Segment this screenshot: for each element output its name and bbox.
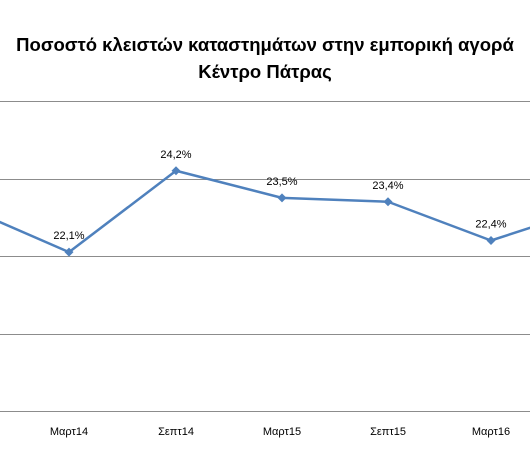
data-label: 24,2%	[160, 149, 191, 161]
x-tick-label: Μαρτ16	[472, 426, 510, 438]
data-label: 23,4%	[372, 180, 403, 192]
chart-subtitle: Κέντρο Πάτρας	[198, 61, 332, 82]
series-layer	[0, 166, 530, 257]
data-label: 22,4%	[475, 219, 506, 231]
data-point	[486, 236, 496, 245]
x-tick-label: Σεπτ15	[370, 426, 406, 438]
data-point	[64, 247, 74, 257]
gridlines	[0, 101, 530, 412]
x-tick-label: Μαρτ15	[263, 426, 301, 438]
data-labels: 22,1% 24,2% 23,5% 23,4% 22,4%	[53, 149, 506, 242]
x-axis-tick-labels: Μαρτ14 Σεπτ14 Μαρτ15 Σεπτ15 Μαρτ16	[50, 426, 510, 438]
data-point	[383, 197, 393, 207]
data-point	[277, 193, 287, 203]
x-tick-label: Μαρτ14	[50, 426, 88, 438]
data-point	[171, 166, 181, 176]
x-tick-label: Σεπτ14	[158, 426, 194, 438]
data-label: 22,1%	[53, 230, 84, 242]
chart-title: Ποσοστό κλειστών καταστημάτων στην εμπορ…	[16, 34, 514, 55]
data-label: 23,5%	[266, 176, 297, 188]
